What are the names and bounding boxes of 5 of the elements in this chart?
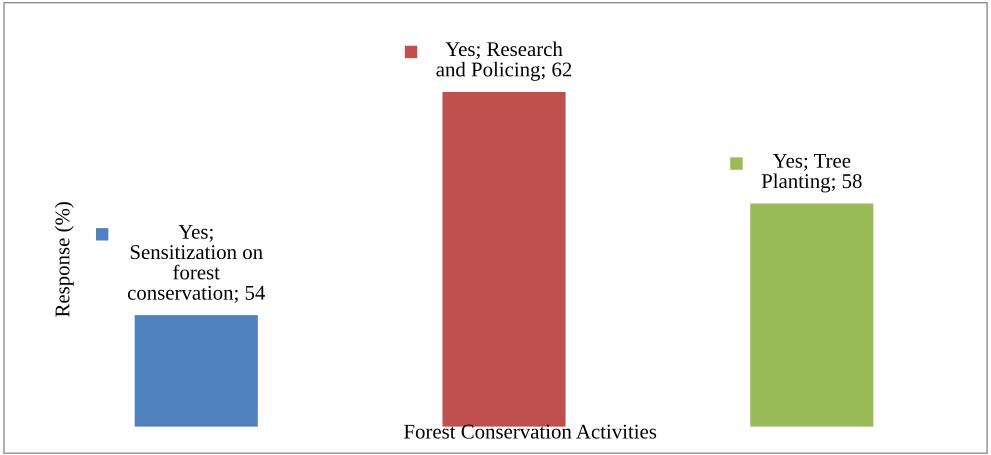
data-label: Yes; Tree Planting; 58	[762, 154, 862, 192]
data-label: Yes; Sensitization on forest conservation; 54	[128, 224, 266, 303]
data-label: Yes; Research and Policing; 62	[436, 42, 572, 81]
y-axis-title: Response (%)	[54, 202, 74, 317]
x-axis-title: Forest Conservation Activities	[404, 424, 656, 439]
